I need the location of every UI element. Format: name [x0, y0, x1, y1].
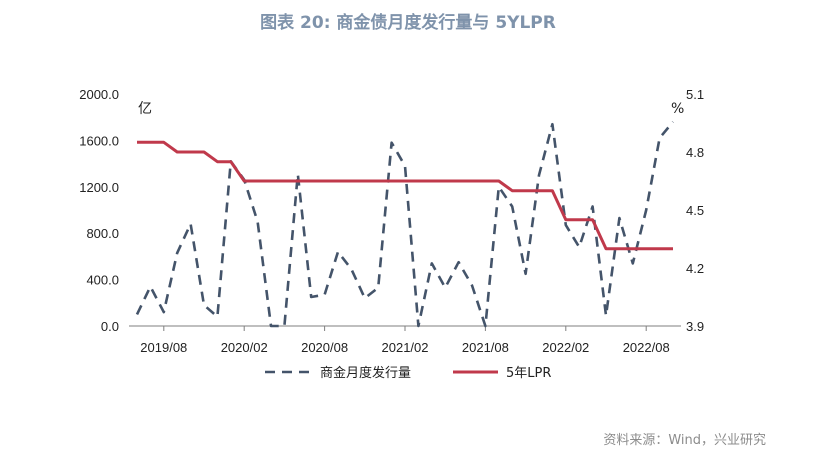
left-tick-label: 1600.0: [79, 133, 119, 148]
x-tick-label: 2019/08: [140, 340, 187, 355]
right-tick-label: 4.5: [686, 203, 704, 218]
left-tick-label: 400.0: [86, 273, 119, 288]
right-tick-label: 5.1: [686, 87, 704, 102]
left-axis-ticks: 0.0 400.0 800.0 1200.0 1600.0 2000.0: [79, 87, 119, 334]
x-tick-label: 2020/08: [301, 340, 348, 355]
legend-label-lpr: 5年LPR: [506, 366, 551, 381]
right-tick-label: 4.8: [686, 145, 704, 160]
x-tick-label: 2022/02: [542, 340, 589, 355]
left-tick-label: 1200.0: [79, 180, 119, 195]
x-tick-label: 2021/08: [462, 340, 509, 355]
right-tick-label: 3.9: [686, 319, 704, 334]
right-axis-ticks: 3.9 4.2 4.5 4.8 5.1: [686, 87, 704, 334]
x-axis-ticks: 2019/08 2020/02 2020/08 2021/02 2021/08 2022/…: [140, 326, 670, 355]
series-issuance-line: [135, 120, 675, 328]
legend-label-issuance: 商金月度发行量: [320, 365, 411, 381]
left-tick-label: 800.0: [86, 226, 119, 241]
source-note: 资料来源：Wind，兴业研究: [603, 433, 766, 448]
left-tick-label: 0.0: [101, 319, 119, 334]
x-tick-label: 2021/02: [382, 340, 429, 355]
right-tick-label: 4.2: [686, 261, 704, 276]
chart-title: 图表 20: 商金债月度发行量与 5YLPR: [260, 13, 556, 33]
left-tick-label: 2000.0: [79, 87, 119, 102]
x-tick-label: 2020/02: [221, 340, 268, 355]
legend: 商金月度发行量 5年LPR: [265, 365, 551, 381]
left-axis-unit: 亿: [138, 101, 152, 117]
x-tick-label: 2022/08: [623, 340, 670, 355]
right-axis-unit: %: [671, 101, 684, 117]
series-lpr-line: [137, 140, 673, 251]
